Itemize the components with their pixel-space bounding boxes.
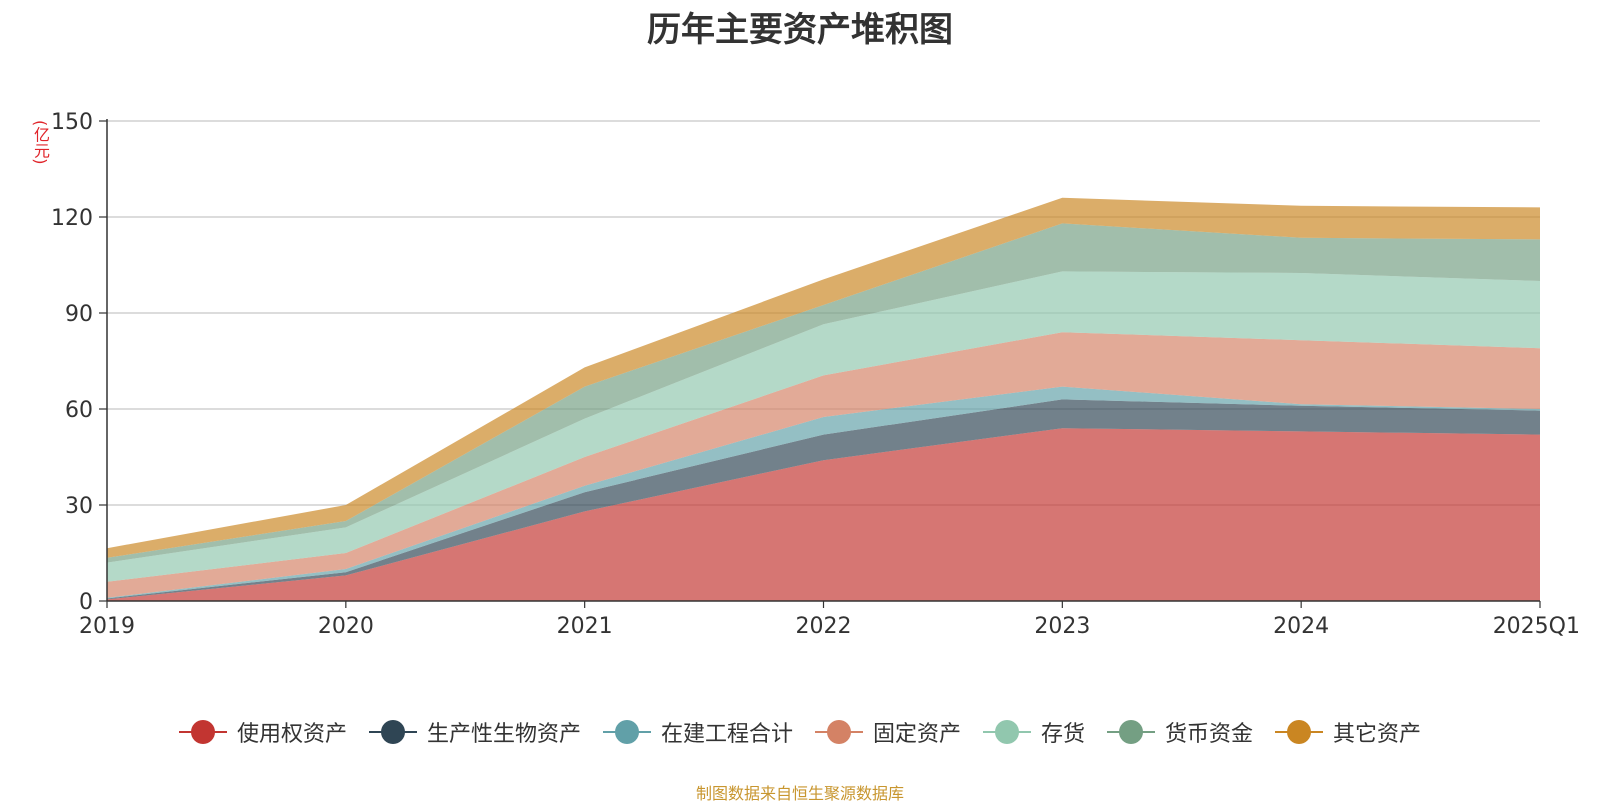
legend-item[interactable]: 存货	[983, 716, 1085, 748]
legend-label: 货币资金	[1165, 722, 1254, 747]
x-tick-label: 2020	[318, 614, 374, 639]
legend-label: 存货	[1041, 722, 1086, 747]
legend-item[interactable]: 货币资金	[1107, 716, 1253, 748]
legend-label: 生产性生物资产	[426, 722, 581, 747]
y-tick-label: 30	[65, 494, 93, 519]
x-tick-label: 2024	[1273, 614, 1329, 639]
x-tick-label: 2025Q1	[1493, 614, 1580, 639]
legend-item[interactable]: 固定资产	[814, 716, 961, 748]
legend-label: 使用权资产	[236, 722, 347, 747]
y-tick-label: 0	[79, 590, 93, 615]
legend-label: 在建工程合计	[660, 722, 793, 747]
area-2	[107, 386, 1540, 599]
legend-item[interactable]: 生产性生物资产	[368, 716, 581, 748]
legend-marker-icon	[602, 719, 651, 745]
area-1	[107, 399, 1540, 600]
legend-marker-icon	[1107, 719, 1156, 745]
legend-item[interactable]: 使用权资产	[178, 716, 347, 748]
x-tick-label: 2021	[557, 614, 613, 639]
legend-marker-icon	[814, 719, 863, 745]
area-3	[107, 332, 1540, 598]
legend-item[interactable]: 在建工程合计	[602, 716, 793, 748]
x-tick-label: 2019	[79, 614, 135, 639]
x-tick-label: 2022	[796, 614, 852, 639]
area-5	[107, 223, 1540, 563]
area-series	[107, 197, 1540, 601]
area-4	[107, 271, 1540, 582]
legend-marker-icon	[1275, 719, 1324, 745]
legend: 使用权资产 生产性生物资产 在建工程合计 固定资产 存货 货币资金 其它资产	[0, 716, 1600, 748]
chart-title: 历年主要资产堆积图	[647, 10, 953, 50]
legend-marker-icon	[368, 719, 417, 745]
legend-marker-icon	[983, 719, 1031, 745]
y-tick-label: 150	[51, 110, 93, 135]
area-6	[107, 197, 1540, 558]
legend-item[interactable]: 其它资产	[1275, 716, 1421, 748]
legend-label: 其它资产	[1333, 722, 1422, 747]
y-axis-unit-label: (亿元)	[31, 120, 50, 165]
area-0	[107, 428, 1540, 601]
y-tick-label: 90	[65, 302, 93, 327]
source-note: 制图数据来自恒生聚源数据库	[695, 784, 904, 803]
x-tick-label: 2023	[1034, 614, 1090, 639]
axes: 0 30 60 90 120 150 2019 2020 2021 2022 2023 2024 202…	[51, 110, 1580, 639]
legend-marker-icon	[178, 719, 227, 745]
y-tick-label: 60	[65, 398, 93, 423]
stacked-area-chart: 0 30 60 90 120 150 2019 2020 2021 2022 2023 2024 202…	[51, 110, 1580, 639]
legend-label: 固定资产	[872, 722, 961, 747]
y-tick-label: 120	[51, 206, 93, 231]
